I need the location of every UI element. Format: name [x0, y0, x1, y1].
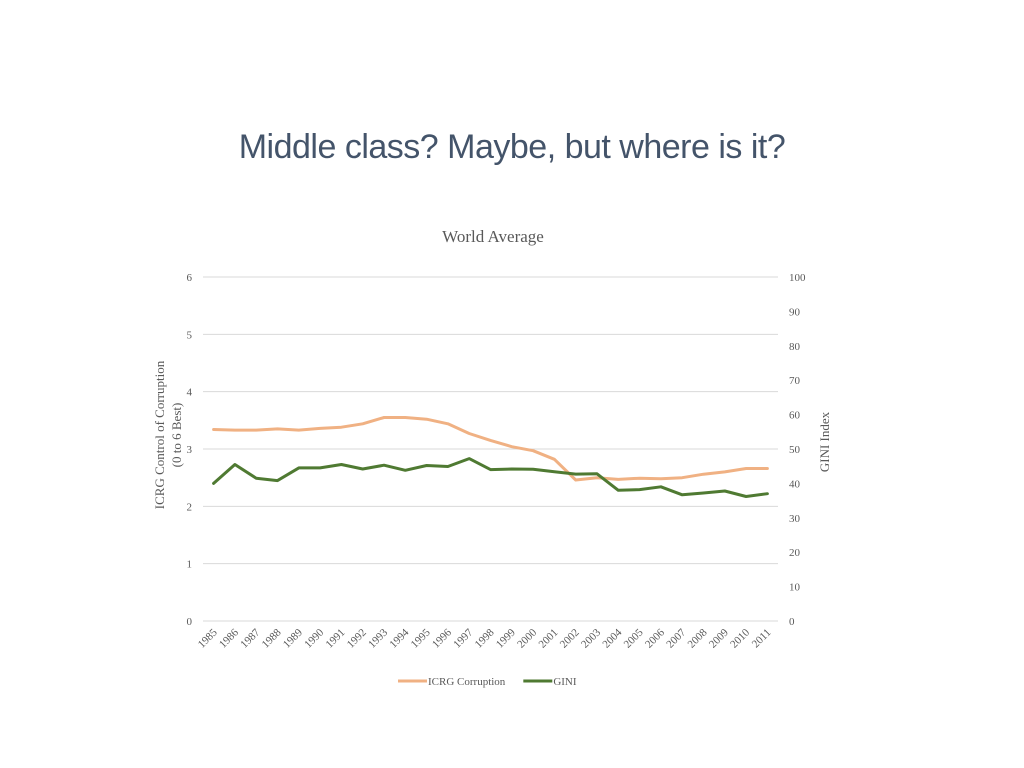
x-tick-label: 2011: [750, 627, 774, 651]
x-tick-label: 2010: [728, 626, 752, 650]
left-axis-ticks: 0 1 2 3 4 5 6: [187, 272, 193, 628]
left-tick-label: 4: [187, 387, 193, 399]
right-tick-label: 20: [789, 547, 801, 559]
x-tick-label: 1990: [302, 626, 326, 650]
left-axis-label-line-2: (0 to 6 Best): [169, 403, 184, 468]
x-tick-label: 2001: [536, 627, 560, 651]
x-tick-label: 1991: [324, 627, 348, 651]
x-tick-label: 1985: [196, 626, 220, 650]
x-tick-label: 2006: [643, 626, 667, 650]
x-tick-label: 2003: [579, 626, 603, 650]
left-tick-label: 5: [187, 329, 193, 341]
x-tick-label: 1987: [238, 626, 262, 650]
right-tick-label: 100: [789, 272, 806, 284]
right-tick-label: 70: [789, 375, 801, 387]
left-tick-label: 2: [187, 501, 193, 513]
right-tick-label: 40: [789, 478, 801, 490]
x-tick-label: 2004: [600, 626, 624, 650]
left-tick-label: 3: [187, 444, 193, 456]
legend-label: ICRG Corruption: [428, 676, 506, 688]
legend-label: GINI: [553, 676, 577, 688]
left-tick-label: 6: [187, 272, 193, 284]
x-tick-label: 1999: [494, 626, 518, 650]
series-lines: [212, 416, 769, 498]
x-tick-label: 2002: [558, 627, 582, 651]
x-tick-label: 1992: [345, 627, 369, 651]
left-tick-label: 1: [187, 559, 193, 571]
right-tick-label: 90: [789, 306, 801, 318]
x-tick-label: 1995: [409, 626, 433, 650]
right-tick-label: 10: [789, 582, 801, 594]
x-tick-label: 2007: [664, 626, 688, 650]
series-line-gini: [212, 457, 769, 498]
x-tick-label: 1996: [430, 626, 454, 650]
x-tick-label: 1993: [366, 626, 390, 650]
right-tick-label: 80: [789, 341, 801, 353]
x-tick-label: 2009: [707, 626, 731, 650]
left-tick-label: 0: [187, 616, 193, 628]
legend: ICRG Corruption GINI: [398, 676, 577, 688]
x-tick-label: 1994: [387, 626, 411, 650]
right-axis-label: GINI Index: [817, 411, 832, 472]
x-tick-label: 1989: [281, 626, 305, 650]
x-tick-label: 2005: [622, 626, 646, 650]
x-tick-label: 1997: [451, 626, 475, 650]
gridlines: [203, 276, 778, 622]
right-axis-ticks: 0 10 20 30 40 50 60 70 80 90 100: [789, 272, 806, 628]
x-tick-label: 1986: [217, 626, 241, 650]
x-tick-label: 2008: [686, 626, 710, 650]
right-tick-label: 0: [789, 616, 795, 628]
left-axis-label-line-1: ICRG Control of Corruption: [152, 360, 167, 509]
right-tick-label: 30: [789, 513, 801, 525]
series-line-icrg-corruption: [212, 416, 769, 482]
x-tick-label: 2000: [515, 626, 539, 650]
chart-title: World Average: [442, 227, 544, 246]
slide-title: Middle class? Maybe, but where is it?: [238, 128, 786, 166]
right-tick-label: 50: [789, 444, 801, 456]
x-tick-label: 1988: [260, 626, 284, 650]
x-tick-label: 1998: [473, 626, 497, 650]
x-axis-ticks: 1985198619871988198919901991199219931994…: [196, 626, 774, 650]
right-tick-label: 60: [789, 410, 801, 422]
